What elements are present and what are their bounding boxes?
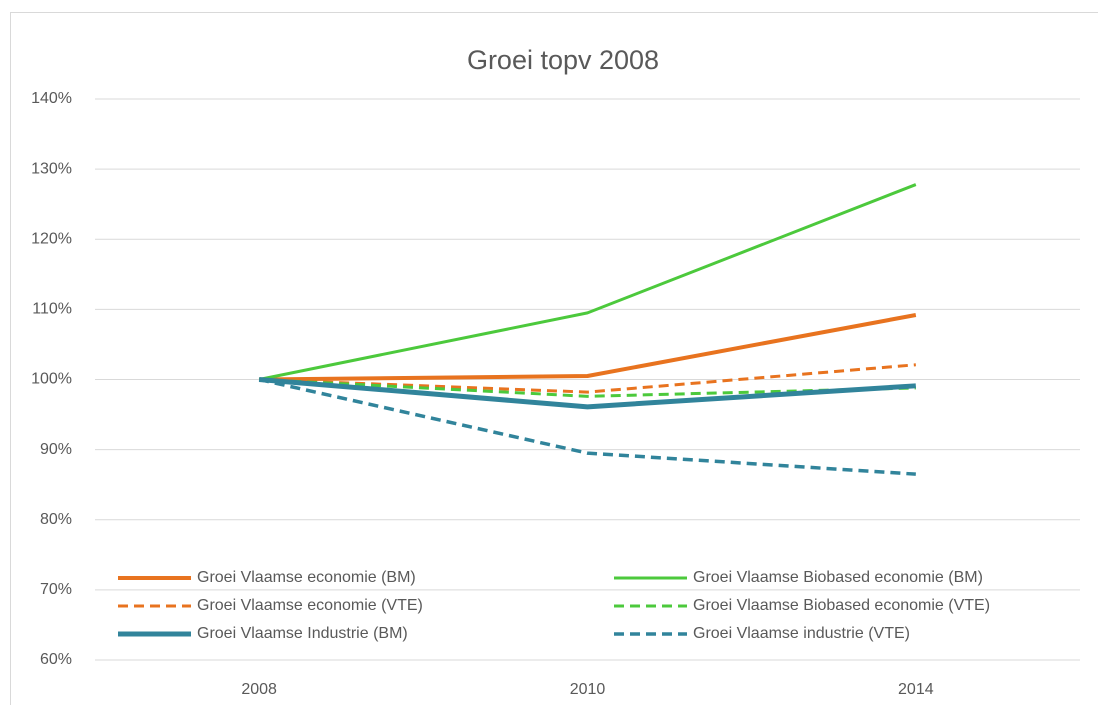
legend-label: Groei Vlaamse economie (VTE)	[197, 597, 423, 614]
series-line	[258, 377, 916, 410]
legend-label: Groei Vlaamse industrie (VTE)	[693, 625, 910, 642]
y-tick-label: 130%	[31, 160, 72, 177]
legend-label: Groei Vlaamse Biobased economie (BM)	[693, 569, 983, 586]
y-tick-label: 90%	[40, 441, 72, 458]
series-line	[259, 363, 916, 394]
y-tick-label: 100%	[31, 371, 72, 388]
y-tick-label: 110%	[32, 301, 72, 318]
x-tick-label: 2008	[241, 681, 277, 698]
y-tick-label: 70%	[40, 581, 72, 598]
y-tick-label: 60%	[40, 651, 72, 668]
legend-label: Groei Vlaamse Industrie (BM)	[197, 625, 408, 642]
series-line	[259, 313, 917, 382]
x-tick-label: 2010	[570, 681, 606, 698]
legend-label: Groei Vlaamse Biobased economie (VTE)	[693, 597, 990, 614]
x-tick-label: 2014	[898, 681, 934, 698]
chart-title: Groei topv 2008	[467, 45, 659, 75]
legend-label: Groei Vlaamse economie (BM)	[197, 569, 416, 586]
y-tick-label: 140%	[31, 90, 72, 107]
series-line	[258, 183, 917, 381]
y-tick-label: 120%	[31, 230, 72, 247]
series-line	[258, 377, 916, 476]
y-tick-label: 80%	[40, 511, 72, 528]
